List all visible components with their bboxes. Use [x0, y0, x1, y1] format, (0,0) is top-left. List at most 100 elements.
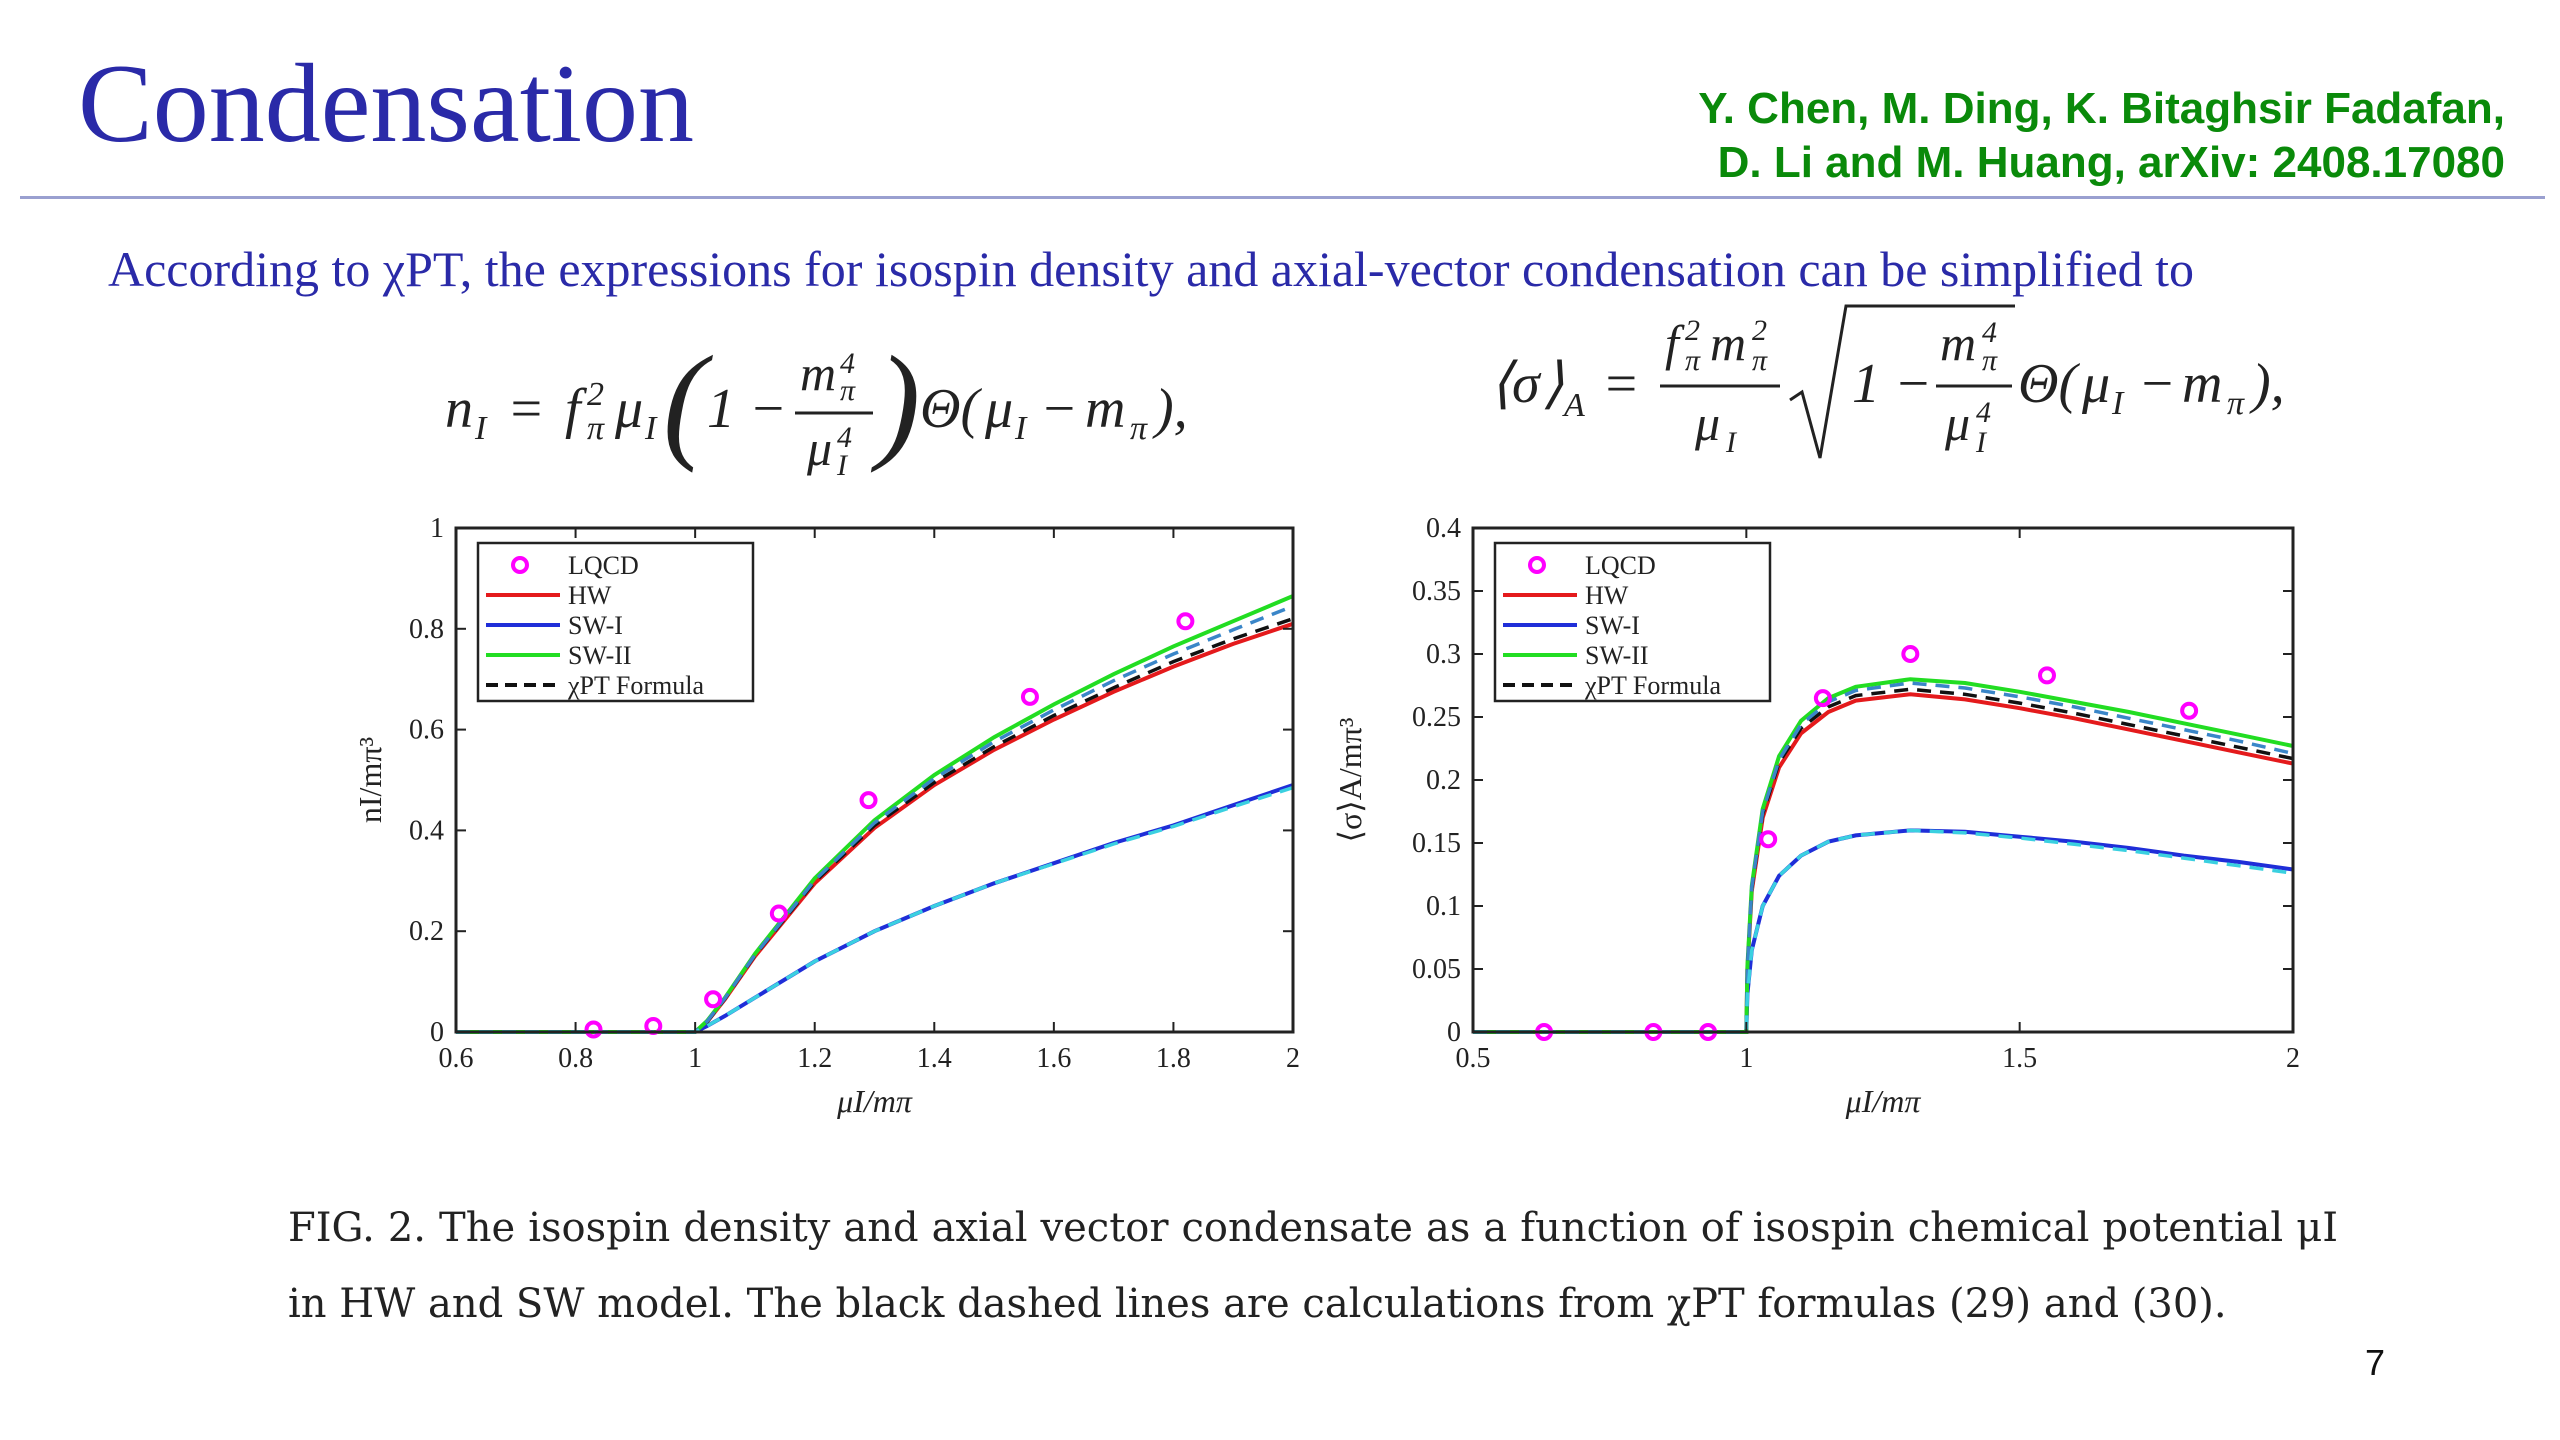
- y-tick-label: 0.3: [1426, 639, 1461, 670]
- series-line-sw-ii: [456, 594, 1294, 1034]
- series-line--pt-formula-sw-ii-: [1473, 681, 2294, 1034]
- axes-frame: [1471, 526, 2295, 1034]
- svg-text:1 −: 1 −: [1852, 353, 1932, 415]
- y-tick-label: 1: [430, 513, 444, 544]
- x-tick-label: 1: [1739, 1043, 1753, 1074]
- x-tick-label: 0.8: [558, 1043, 593, 1074]
- svg-text:σ: σ: [1512, 353, 1542, 415]
- svg-text:2: 2: [1752, 314, 1767, 347]
- chart-axial-condensate: 0.5 1 1.5 2 0 0.05 0.1 0.15 0.2 0.25 0.3 0.35 0.4 μI/…: [1332, 513, 2300, 1119]
- lqcd-point: [859, 791, 878, 810]
- lqcd-point: [1020, 687, 1039, 706]
- intro-text: According to χPT, the expressions for is…: [108, 241, 2195, 297]
- x-tick-label: 1.6: [1036, 1043, 1071, 1074]
- svg-text:I: I: [1975, 426, 1988, 459]
- svg-text:=: =: [507, 378, 545, 440]
- svg-text:1 −: 1 −: [707, 378, 787, 440]
- svg-text:),: ),: [1152, 378, 1188, 440]
- svg-text:Θ(: Θ(: [920, 378, 982, 440]
- legend-label: HW: [1585, 581, 1629, 610]
- y-tick-label: 0.05: [1412, 954, 1461, 985]
- svg-text:μ: μ: [1944, 395, 1970, 451]
- legend-marker-lqcd: [511, 556, 529, 574]
- svg-text:μ: μ: [984, 378, 1013, 440]
- x-tick-label: 2: [2286, 1043, 2300, 1074]
- axes-frame: [454, 526, 1295, 1034]
- series-line-sw-i: [456, 783, 1294, 1034]
- svg-text:I: I: [1725, 426, 1738, 459]
- plot-area: [1473, 528, 2293, 1032]
- legend-box: [1493, 541, 1772, 703]
- formula-isospin-density-graphic: n I = f 2 π μ I ( 1 − m 4 π μ 4 I ) Θ( μ…: [445, 330, 1188, 482]
- svg-text:f: f: [565, 378, 588, 440]
- lqcd-point: [1644, 1023, 1663, 1041]
- page-number: 7: [2365, 1342, 2386, 1383]
- lqcd-point: [584, 1020, 603, 1039]
- y-tick-label: 0.2: [1426, 765, 1461, 796]
- svg-text:(: (: [663, 335, 713, 474]
- svg-text:m: m: [1940, 315, 1976, 371]
- svg-text:⟩: ⟩: [1542, 353, 1564, 415]
- figure-caption: FIG. 2. The isospin density and axial ve…: [288, 1205, 2338, 1327]
- svg-text:m: m: [1710, 315, 1746, 371]
- series-line-sw-i: [1473, 828, 2294, 1034]
- lqcd-point: [1699, 1023, 1718, 1041]
- series-line--pt-formula-hw-: [456, 617, 1294, 1034]
- plot-area: [456, 528, 1293, 1032]
- series-line-sw-ii: [1473, 677, 2294, 1034]
- legend-label: χPT Formula: [567, 671, 704, 700]
- svg-text:π: π: [1130, 410, 1148, 447]
- legend-label: LQCD: [1585, 551, 1656, 580]
- svg-text:4: 4: [837, 421, 852, 454]
- svg-text:π: π: [840, 374, 856, 407]
- y-tick-label: 0.1: [1426, 891, 1461, 922]
- x-axis-label: μI/mπ: [1845, 1083, 1922, 1119]
- svg-text:π: π: [1685, 344, 1701, 377]
- svg-text:Θ(: Θ(: [2018, 353, 2080, 415]
- y-tick-label: 0.8: [409, 614, 444, 645]
- svg-text:2: 2: [1685, 314, 1700, 347]
- svg-text:I: I: [644, 410, 658, 447]
- legend-label: SW-II: [1585, 641, 1649, 670]
- svg-text:π: π: [1752, 344, 1768, 377]
- series-line--pt-formula-sw-i-: [1473, 828, 2294, 1034]
- svg-text:−: −: [2138, 353, 2176, 415]
- svg-text:): ): [870, 335, 920, 474]
- svg-text:π: π: [587, 410, 605, 447]
- svg-text:I: I: [2111, 385, 2125, 422]
- y-axis-label: ⟨σ⟩A/mπ³: [1332, 718, 1368, 843]
- svg-text:π: π: [2227, 385, 2245, 422]
- y-tick-label: 0.2: [409, 916, 444, 947]
- y-tick-label: 0.35: [1412, 576, 1461, 607]
- slide-title: Condensation: [78, 42, 694, 166]
- x-tick-label: 2: [1286, 1043, 1300, 1074]
- lqcd-point: [644, 1016, 663, 1035]
- svg-text:),: ),: [2249, 353, 2285, 415]
- svg-text:A: A: [1562, 387, 1585, 424]
- lqcd-point: [1901, 645, 1920, 663]
- lqcd-point: [2038, 666, 2056, 685]
- svg-text:I: I: [836, 449, 849, 482]
- svg-text:m: m: [800, 345, 836, 401]
- formula-isospin-density: n I = f 2 π μ I ( 1 − m 4 π μ 4 I ) Θ( μ…: [445, 330, 1235, 509]
- legend-label: χPT Formula: [1584, 671, 1721, 700]
- y-tick-label: 0.4: [409, 815, 444, 846]
- lqcd-point: [1759, 830, 1778, 849]
- svg-text:I: I: [474, 410, 488, 447]
- svg-text:4: 4: [1982, 316, 1997, 349]
- y-tick-label: 0: [430, 1017, 444, 1048]
- formula-axial-condensate: ⟨ σ ⟩ A = f 2 π m 2 π μ I 1 − m 4 π μ 4 …: [1490, 300, 2320, 494]
- authors-line-1: Y. Chen, M. Ding, K. Bitaghsir Fadafan,: [1698, 84, 2505, 133]
- svg-text:4: 4: [840, 347, 855, 380]
- legend-label: HW: [568, 581, 612, 610]
- series-line-hw: [1473, 692, 2294, 1034]
- legend-box: [476, 541, 755, 703]
- lqcd-point: [1535, 1023, 1554, 1041]
- series-line-hw: [456, 621, 1294, 1034]
- svg-text:μ: μ: [614, 378, 643, 440]
- x-tick-label: 1.2: [797, 1043, 832, 1074]
- svg-text:I: I: [1014, 410, 1028, 447]
- svg-text:=: =: [1602, 353, 1640, 415]
- lqcd-point: [1813, 689, 1832, 708]
- svg-text:μ: μ: [2081, 353, 2110, 415]
